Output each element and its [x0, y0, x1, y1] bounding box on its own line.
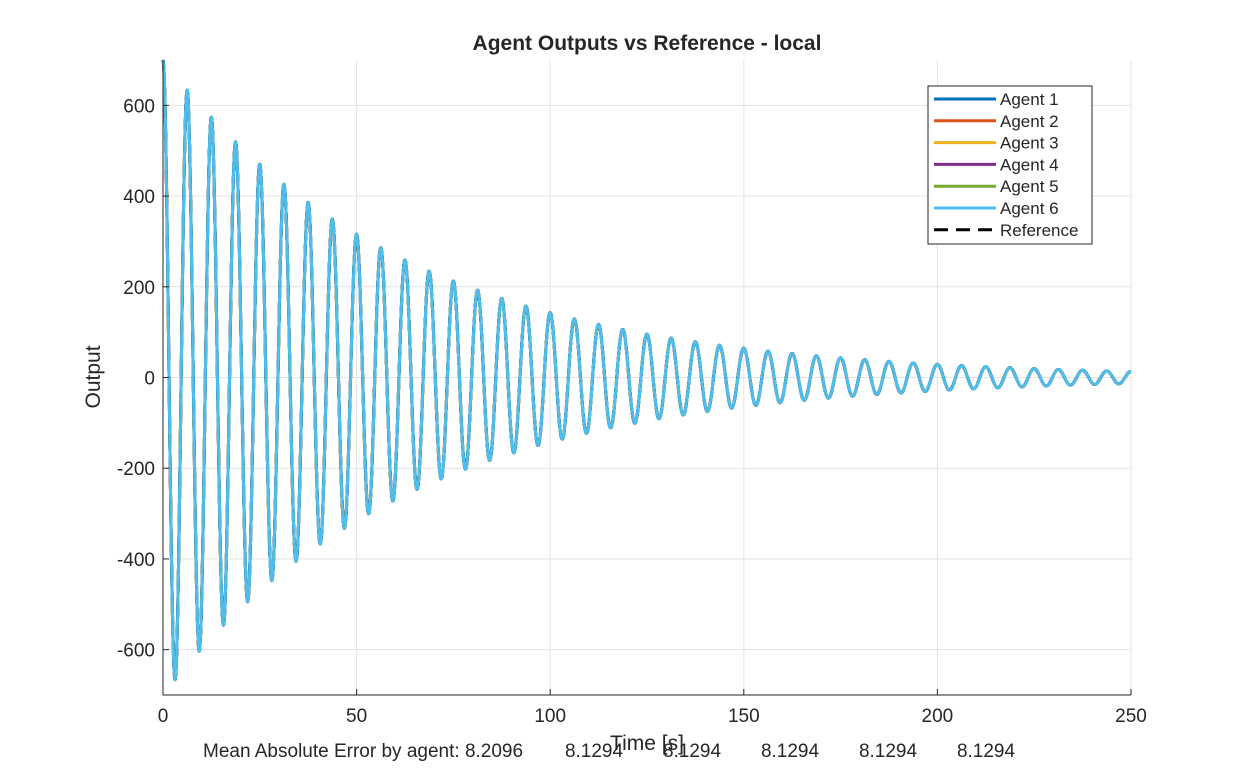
y-tick-label: -400	[117, 550, 155, 571]
x-tick-label: 150	[728, 706, 760, 727]
legend-label: Agent 2	[1000, 112, 1059, 131]
mae-value-agent-5: 8.1294	[858, 741, 918, 762]
legend-label: Agent 1	[1000, 90, 1059, 109]
legend-label: Agent 5	[1000, 177, 1059, 196]
y-tick-label: 0	[144, 369, 155, 390]
y-tick-label: -600	[117, 641, 155, 662]
mae-value-agent-6: 8.1294	[956, 741, 1016, 762]
y-tick-label: 600	[123, 96, 155, 117]
series-layer	[161, 59, 1133, 682]
y-tick-label: 200	[123, 278, 155, 299]
y-tick-label: -200	[117, 459, 155, 480]
legend: Agent 1 Agent 2 Agent 3 Agent 4 Agent 5 Agent…	[927, 85, 1093, 245]
y-tick-label: 400	[123, 187, 155, 208]
mae-value-agent-2: 8.1294	[564, 741, 624, 762]
mae-label: Mean Absolute Error by agent:	[203, 741, 465, 762]
legend-label: Agent 3	[1000, 134, 1059, 153]
ticks: 0 50 100 150 200 250 -600 -400 -200 0 200 400 600	[117, 96, 1147, 727]
x-tick-label: 250	[1115, 706, 1147, 727]
x-tick-label: 200	[922, 706, 954, 727]
mae-value-agent-1: 8.2096	[464, 741, 524, 762]
series-line-agent-6	[161, 59, 1133, 682]
x-tick-label: 50	[346, 706, 367, 727]
legend-label: Agent 6	[1000, 199, 1059, 218]
x-tick-label: 0	[158, 706, 169, 727]
x-tick-label: 100	[534, 706, 566, 727]
legend-label: Agent 4	[1000, 155, 1059, 174]
mae-value-agent-3: 8.1294	[662, 741, 722, 762]
y-axis-label: Output	[82, 345, 105, 408]
mae-value-agent-4: 8.1294	[760, 741, 820, 762]
mae-footer: Mean Absolute Error by agent: 8.2096 8.12…	[203, 741, 1015, 763]
legend-label: Reference	[1000, 221, 1078, 240]
chart-title: Agent Outputs vs Reference - local	[473, 32, 822, 55]
x-axis-label: Time [s]	[610, 732, 684, 755]
